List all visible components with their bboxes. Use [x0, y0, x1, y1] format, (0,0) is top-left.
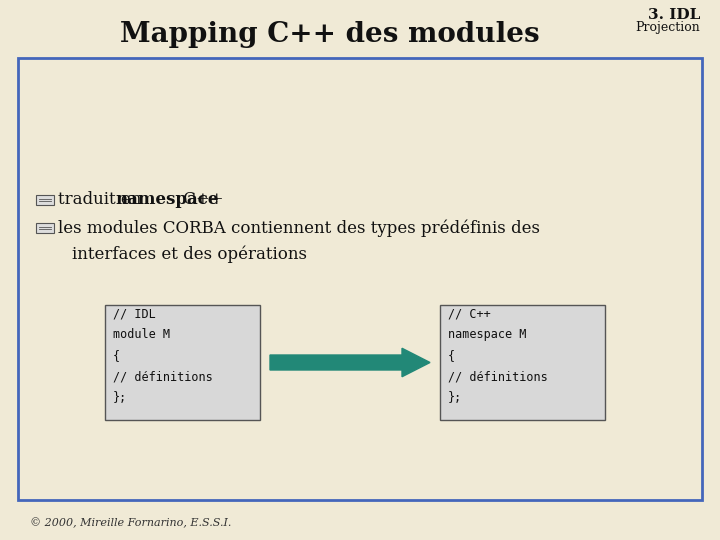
Text: };: }; [113, 391, 127, 404]
FancyBboxPatch shape [18, 58, 702, 500]
Text: interfaces et des opérations: interfaces et des opérations [72, 245, 307, 263]
Text: les modules CORBA contiennent des types prédéfinis des: les modules CORBA contiennent des types … [58, 219, 540, 237]
FancyBboxPatch shape [440, 305, 605, 420]
Text: C++: C++ [178, 192, 224, 208]
Text: namespace: namespace [115, 192, 218, 208]
Text: };: }; [448, 391, 462, 404]
Text: traduit en: traduit en [58, 192, 147, 208]
Text: {: { [113, 349, 120, 362]
Text: © 2000, Mireille Fornarino, E.S.S.I.: © 2000, Mireille Fornarino, E.S.S.I. [30, 518, 231, 528]
Text: namespace M: namespace M [448, 328, 526, 341]
Text: // définitions: // définitions [448, 370, 548, 383]
Text: // définitions: // définitions [113, 370, 212, 383]
Text: Projection: Projection [635, 22, 700, 35]
Text: 3. IDL: 3. IDL [647, 8, 700, 22]
Text: Mapping C++ des modules: Mapping C++ des modules [120, 22, 540, 49]
Text: // IDL: // IDL [113, 307, 156, 321]
FancyBboxPatch shape [105, 305, 260, 420]
Text: // C++: // C++ [448, 307, 491, 321]
Text: {: { [448, 349, 455, 362]
FancyBboxPatch shape [36, 223, 55, 233]
FancyBboxPatch shape [36, 195, 55, 205]
FancyArrow shape [270, 348, 430, 377]
Text: module M: module M [113, 328, 170, 341]
